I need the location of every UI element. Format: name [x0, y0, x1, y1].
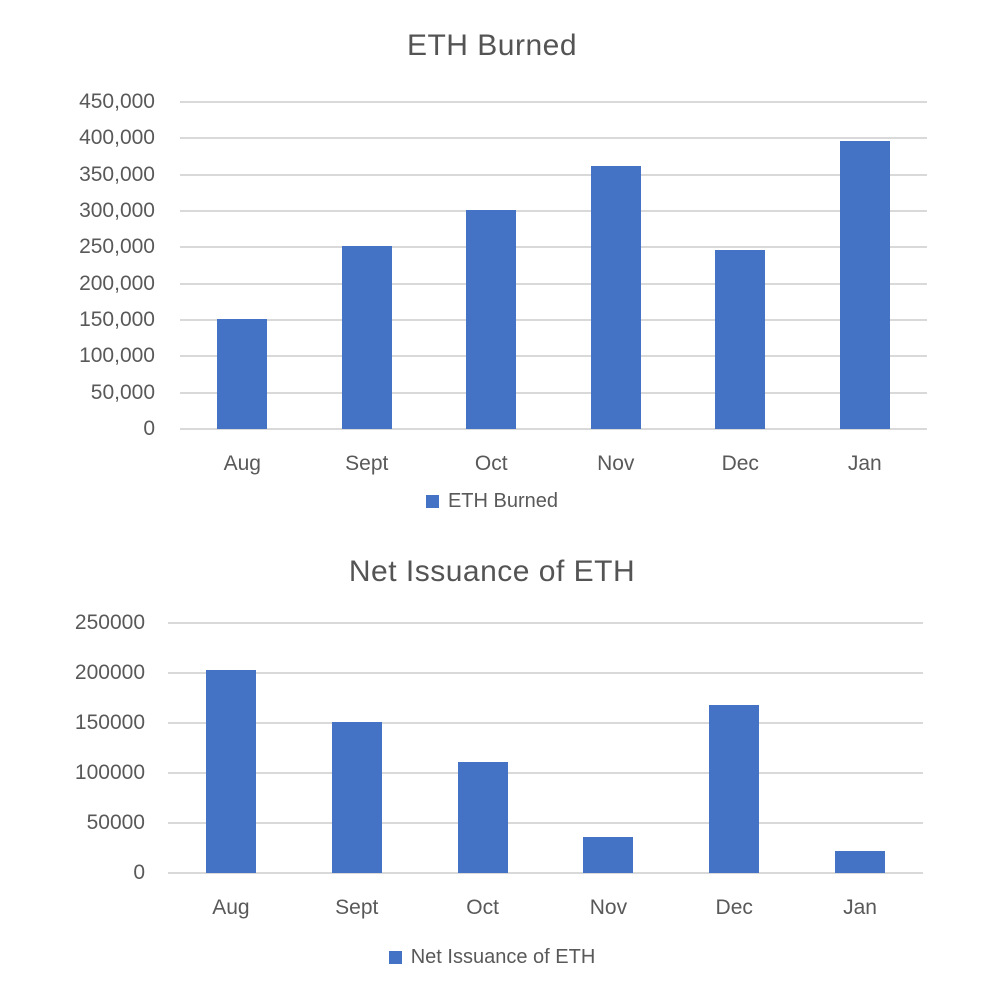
- legend-swatch-icon: [388, 950, 402, 964]
- gridline: [180, 137, 927, 140]
- x-axis-category-label: Nov: [589, 896, 628, 919]
- y-axis-tick-label: 50,000: [90, 380, 155, 404]
- bar-slot: [305, 102, 430, 429]
- bar-jan: [839, 140, 890, 429]
- y-axis-tick-label: 50000: [86, 811, 145, 834]
- x-axis-category-label: Sept: [345, 452, 389, 475]
- bar-oct: [457, 762, 508, 873]
- y-axis-tick-label: 250,000: [79, 235, 155, 259]
- y-axis-tick-label: 150,000: [79, 308, 155, 331]
- legend-label: ETH Burned: [447, 490, 559, 512]
- x-axis-category-label: Sept: [335, 896, 379, 919]
- y-axis-tick-label: 200,000: [79, 271, 155, 295]
- y-axis: 450,000 400,000 350,000 300,000 250,000 200,0…: [0, 90, 180, 440]
- x-axis-row: Aug Sept Oct Nov Dec Jan: [0, 873, 984, 920]
- gridline: [180, 210, 927, 212]
- bar-jan: [835, 851, 886, 873]
- bar-sept: [331, 722, 382, 873]
- gridline: [180, 428, 927, 430]
- plot-area: [168, 622, 923, 874]
- bar-aug: [217, 318, 268, 429]
- bar-aug: [205, 670, 256, 873]
- y-axis-tick-label: 100000: [74, 761, 145, 784]
- gridline: [168, 622, 923, 624]
- y-axis-tick-label: 0: [133, 861, 145, 884]
- x-axis-category-label: Jan: [847, 452, 882, 475]
- bar-slot: [545, 623, 671, 873]
- gridline: [180, 101, 927, 103]
- bar-slot: [554, 102, 679, 429]
- legend: ETH Burned: [0, 490, 984, 512]
- y-axis-tick-label: 300,000: [79, 199, 155, 222]
- x-axis: Aug Sept Oct Nov Dec Jan: [180, 451, 927, 476]
- x-axis-category-label: Dec: [721, 452, 759, 475]
- gridline: [168, 822, 923, 824]
- gridline: [180, 173, 927, 176]
- y-axis-tick-label: 200000: [74, 661, 145, 684]
- bar-slot: [671, 623, 797, 873]
- legend-swatch-icon: [425, 494, 439, 508]
- gridline: [180, 282, 927, 285]
- plot-area: [180, 101, 927, 430]
- bar-series: [180, 102, 927, 429]
- y-axis-tick-label: 250000: [74, 611, 145, 634]
- x-axis-category-label: Dec: [715, 896, 753, 919]
- gridline: [168, 772, 923, 774]
- x-axis-category-label: Oct: [474, 452, 508, 475]
- gridline: [168, 722, 923, 724]
- bar-dec: [715, 249, 766, 429]
- legend: Net Issuance of ETH: [0, 946, 984, 968]
- chart-title: Net Issuance of ETH: [348, 555, 636, 588]
- bar-dec: [709, 705, 760, 873]
- y-axis-tick-label: 150000: [74, 711, 145, 734]
- bar-slot: [803, 102, 928, 429]
- bar-slot: [294, 623, 420, 873]
- x-axis-row: Aug Sept Oct Nov Dec Jan: [0, 429, 984, 476]
- chart-title: ETH Burned: [406, 29, 578, 62]
- legend-label: Net Issuance of ETH: [410, 946, 596, 968]
- x-axis-category-label: Jan: [843, 896, 877, 919]
- x-axis-category-label: Aug: [223, 452, 261, 475]
- gridline: [180, 319, 927, 321]
- y-axis-tick-label: 100,000: [79, 344, 155, 368]
- x-axis-category-label: Aug: [212, 896, 250, 919]
- x-axis-category-label: Oct: [466, 896, 499, 919]
- bar-nov: [590, 165, 641, 429]
- y-axis: 250000 200000 150000 100000 50000 0: [0, 611, 168, 884]
- x-axis-category-label: Nov: [597, 452, 635, 475]
- net-issuance-chart: Net Issuance of ETH 250000 200000 150000 10…: [0, 512, 984, 968]
- y-axis-tick-label: 350,000: [79, 162, 155, 186]
- y-axis-tick-label: 450,000: [79, 90, 155, 113]
- gridline: [180, 391, 927, 394]
- chart-body: 250000 200000 150000 100000 50000 0: [0, 611, 984, 884]
- bar-slot: [797, 623, 923, 873]
- bar-slot: [420, 623, 546, 873]
- y-axis-tick-label: 0: [143, 417, 155, 440]
- bar-slot: [678, 102, 803, 429]
- bar-oct: [466, 209, 517, 429]
- chart-body: 450,000 400,000 350,000 300,000 250,000 200,0…: [0, 90, 984, 440]
- gridline: [168, 872, 923, 874]
- eth-burned-chart: ETH Burned 450,000 400,000 350,000 300,000 2…: [0, 29, 984, 512]
- bar-slot: [168, 623, 294, 873]
- gridline: [180, 246, 927, 249]
- bar-nov: [583, 837, 634, 873]
- gridline: [168, 672, 923, 674]
- bar-slot: [429, 102, 554, 429]
- y-axis-tick-label: 400,000: [79, 126, 155, 150]
- bar-slot: [180, 102, 305, 429]
- gridline: [180, 355, 927, 358]
- x-axis: Aug Sept Oct Nov Dec Jan: [168, 895, 923, 920]
- bar-series: [168, 623, 923, 873]
- bar-sept: [341, 245, 392, 429]
